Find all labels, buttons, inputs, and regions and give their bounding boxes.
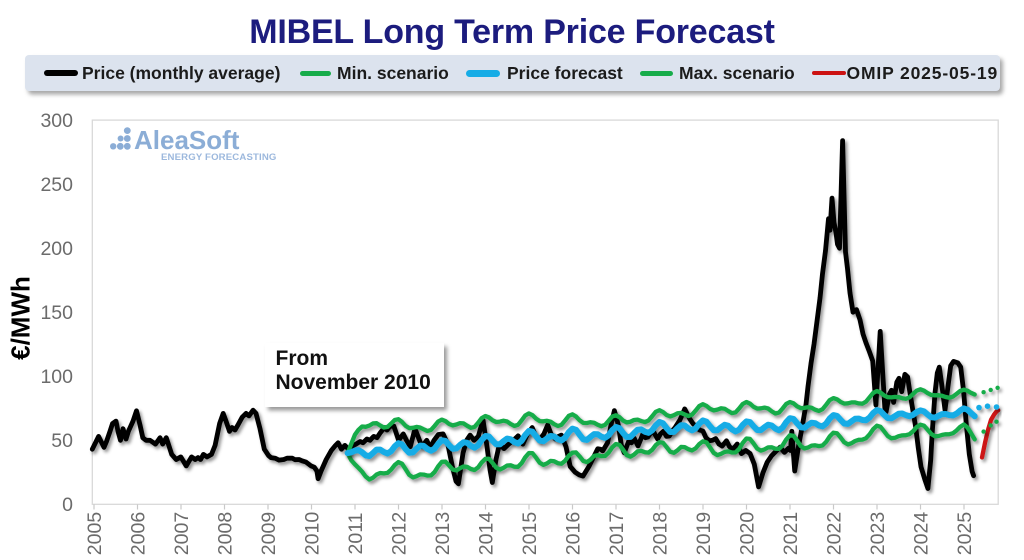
svg-text:300: 300: [40, 110, 73, 132]
svg-text:2023: 2023: [867, 512, 889, 555]
svg-text:2012: 2012: [388, 512, 410, 555]
svg-text:2013: 2013: [432, 512, 454, 555]
svg-text:2006: 2006: [127, 512, 149, 555]
svg-text:100: 100: [40, 366, 73, 388]
svg-text:2019: 2019: [693, 512, 715, 555]
svg-text:AleaSoft: AleaSoft: [134, 126, 240, 155]
svg-text:150: 150: [40, 302, 73, 324]
svg-text:2011: 2011: [345, 513, 367, 555]
svg-text:ENERGY FORECASTING: ENERGY FORECASTING: [161, 152, 277, 163]
svg-text:2020: 2020: [736, 512, 758, 556]
svg-text:2025: 2025: [954, 512, 976, 556]
svg-text:2022: 2022: [823, 512, 845, 555]
svg-text:2021: 2021: [780, 512, 802, 555]
svg-text:2005: 2005: [84, 512, 106, 556]
svg-text:2009: 2009: [258, 512, 280, 555]
svg-text:50: 50: [51, 430, 73, 452]
svg-text:2007: 2007: [171, 512, 193, 555]
svg-text:250: 250: [40, 174, 73, 196]
svg-text:2024: 2024: [910, 512, 932, 556]
svg-text:2016: 2016: [562, 512, 584, 555]
svg-text:2018: 2018: [649, 512, 671, 555]
svg-text:2010: 2010: [301, 512, 323, 556]
svg-text:200: 200: [40, 238, 73, 260]
svg-text:2014: 2014: [475, 512, 497, 556]
svg-text:0: 0: [62, 494, 73, 516]
svg-text:2008: 2008: [214, 512, 236, 555]
svg-text:€/MWh: €/MWh: [6, 276, 36, 360]
svg-text:2017: 2017: [606, 512, 628, 555]
svg-text:2015: 2015: [519, 512, 541, 556]
